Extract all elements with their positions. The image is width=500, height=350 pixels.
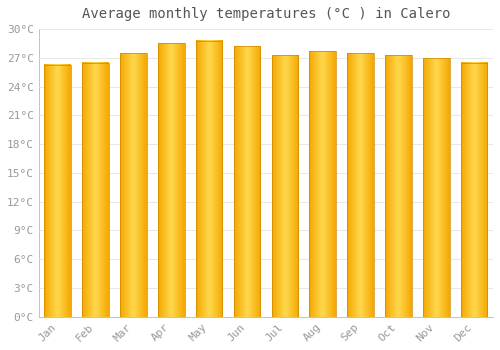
Bar xyxy=(348,53,374,317)
Bar xyxy=(196,41,222,317)
Bar xyxy=(234,46,260,317)
Bar xyxy=(423,58,450,317)
Bar xyxy=(461,63,487,317)
Bar xyxy=(158,43,184,317)
Bar xyxy=(385,55,411,317)
Bar xyxy=(120,53,146,317)
Bar xyxy=(310,51,336,317)
Bar xyxy=(44,64,71,317)
Title: Average monthly temperatures (°C ) in Calero: Average monthly temperatures (°C ) in Ca… xyxy=(82,7,450,21)
Bar xyxy=(82,63,109,317)
Bar xyxy=(272,55,298,317)
